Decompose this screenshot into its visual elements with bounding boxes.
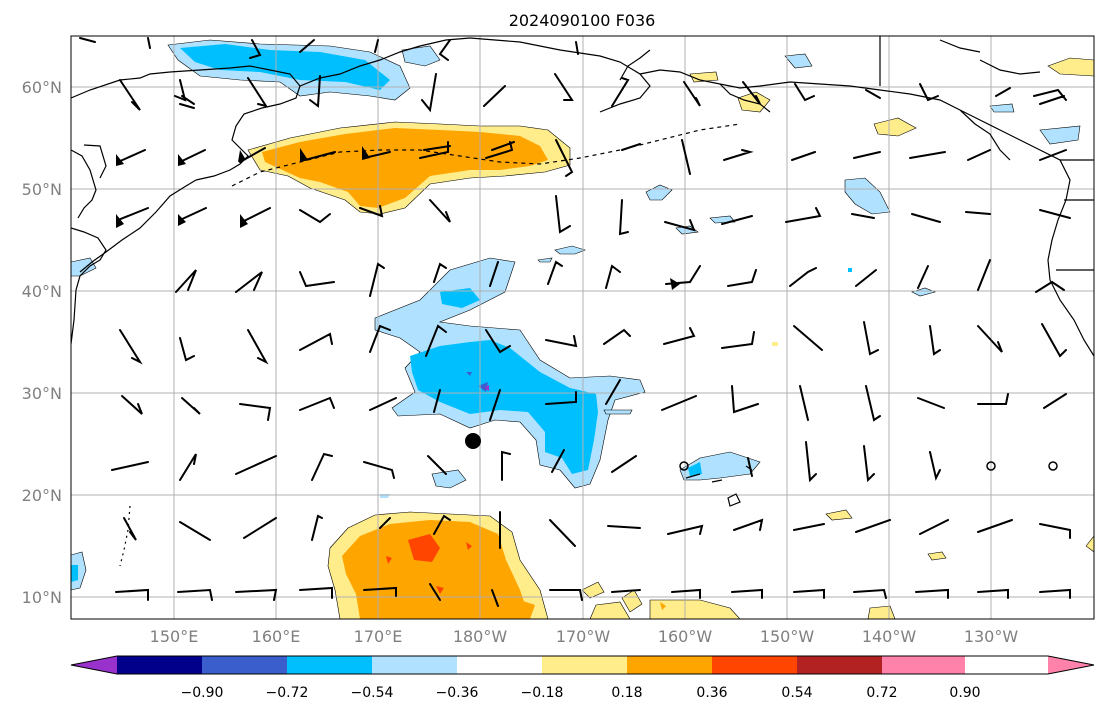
colorbar-segment [202,656,287,674]
lat-label: 40°N [22,282,62,301]
lon-label: 170°E [354,627,403,646]
colorbar-segment [882,656,965,674]
lat-label: 10°N [22,588,62,607]
colorbar-segment [797,656,882,674]
lon-label: 140°W [862,627,917,646]
lon-label: 160°E [252,627,301,646]
colorbar-tick-label: 0.18 [611,685,642,701]
colorbar-tick-label: −0.72 [266,685,309,701]
positive-anomaly-shading [247,57,1094,619]
lat-label: 30°N [22,384,62,403]
storm-center-marker [465,433,481,449]
colorbar-segment [372,656,457,674]
colorbar-extend-high [1048,656,1094,674]
lat-label: 50°N [22,180,62,199]
colorbar-segment [287,656,372,674]
colorbar-tick-label: −0.90 [181,685,224,701]
longitude-labels: 150°E 160°E 170°E 180°W 170°W 160°W 150°… [150,627,1019,646]
colorbar-segment [542,656,627,674]
colorbar-segment [457,656,542,674]
colorbar-tick-label: −0.36 [436,685,479,701]
lon-label: 150°E [150,627,199,646]
colorbar-outline [70,655,1095,675]
lat-label: 20°N [22,486,62,505]
wind-barbs [79,37,1071,607]
latitude-labels: 60°N 50°N 40°N 30°N 20°N 10°N [22,78,62,607]
colorbar-segment [627,656,712,674]
colorbar-tick-label: 0.36 [696,685,727,701]
lon-label: 180°W [453,627,508,646]
colorbar-extend-low [71,656,117,674]
colorbar-tick-label: −0.18 [521,685,564,701]
graticule [71,36,1094,619]
colorbar-tick-label: 0.90 [949,685,980,701]
lon-label: 130°W [964,627,1019,646]
colorbar-tick-label: 0.72 [866,685,897,701]
figure-title: 2024090100 F036 [509,11,656,30]
lon-label: 150°W [760,627,815,646]
colorbar-segment [117,656,202,674]
colorbar-segment [712,656,797,674]
colorbar-segment [965,656,1048,674]
colorbar: −0.90 −0.72 −0.54 −0.36 −0.18 0.18 0.36 … [70,655,1095,701]
lat-label: 60°N [22,78,62,97]
map-frame [70,35,1095,620]
lon-label: 170°W [556,627,611,646]
lon-label: 160°W [658,627,713,646]
colorbar-tick-label: 0.54 [781,685,812,701]
colorbar-tick-label: −0.54 [351,685,394,701]
map-area [71,36,1094,619]
